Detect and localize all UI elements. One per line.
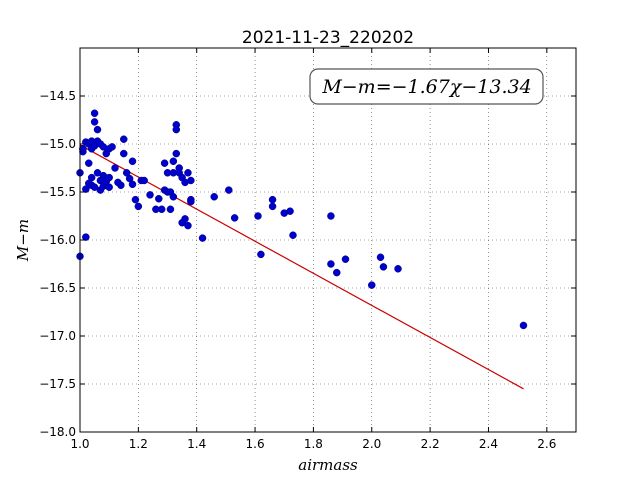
data-point xyxy=(254,212,262,220)
data-point xyxy=(169,157,178,166)
data-point xyxy=(117,181,125,190)
data-point xyxy=(166,205,175,214)
data-point xyxy=(289,231,297,239)
y-axis-label: M−m xyxy=(14,219,32,262)
data-point xyxy=(131,195,140,204)
data-point xyxy=(268,202,277,211)
scatter-points xyxy=(76,109,528,330)
data-point xyxy=(155,194,163,203)
data-point xyxy=(146,191,154,199)
data-point xyxy=(230,214,239,222)
y-tick-label: −17.0 xyxy=(39,329,76,343)
x-tick-label: 2.6 xyxy=(537,437,556,451)
x-axis-label: airmass xyxy=(298,456,358,474)
x-tick-label: 1.8 xyxy=(304,437,323,451)
data-point xyxy=(225,186,233,194)
fit-line-layer xyxy=(79,144,524,390)
data-point xyxy=(85,159,93,167)
data-point xyxy=(160,159,169,167)
data-point xyxy=(327,212,335,220)
y-tick-label: −16.5 xyxy=(39,281,76,295)
data-point xyxy=(111,164,119,172)
data-point xyxy=(198,234,207,242)
data-point xyxy=(79,145,87,153)
fit-equation-text: M−m=−1.67χ−13.34 xyxy=(321,76,531,98)
data-point xyxy=(140,176,148,185)
data-point xyxy=(90,118,99,126)
y-tick-label: −18.0 xyxy=(39,425,76,439)
data-point xyxy=(184,169,192,177)
chart-title: 2021-11-23_220202 xyxy=(242,28,414,48)
data-point xyxy=(379,263,388,271)
data-point xyxy=(82,233,90,241)
data-point xyxy=(90,109,99,118)
data-point xyxy=(105,183,113,191)
data-point xyxy=(128,157,137,166)
y-tick-label: −15.0 xyxy=(39,137,76,151)
data-point xyxy=(368,281,376,289)
data-point xyxy=(93,125,102,134)
data-point xyxy=(172,149,181,158)
fit-equation-box: M−m=−1.67χ−13.34 xyxy=(309,68,544,105)
x-tick-label: 2.0 xyxy=(362,437,381,451)
x-tick-label: 1.2 xyxy=(129,437,148,451)
data-point xyxy=(257,250,265,259)
data-point xyxy=(376,253,385,262)
x-tick-label: 1.6 xyxy=(246,437,265,451)
data-point xyxy=(187,197,195,206)
x-tick-label: 2.2 xyxy=(421,437,440,451)
data-point xyxy=(268,195,277,204)
data-point xyxy=(105,173,113,182)
data-point xyxy=(519,321,528,330)
axis-ticks: 1.0 1.2 1.4 1.6 1.8 2.0 2.2 2.4 2.6 −14.5 −15.0 −15… xyxy=(39,48,576,451)
annotation-box xyxy=(309,68,544,105)
data-point xyxy=(184,221,192,230)
x-tick-label: 1.0 xyxy=(70,437,89,451)
y-tick-label: −16.0 xyxy=(39,233,76,247)
y-tick-label: −15.5 xyxy=(39,185,76,199)
data-point xyxy=(341,255,350,263)
data-point xyxy=(169,193,178,201)
grid-lines xyxy=(79,48,576,433)
data-point xyxy=(172,125,181,134)
data-point xyxy=(394,265,402,273)
data-point xyxy=(128,180,137,189)
data-point xyxy=(120,135,128,143)
data-point xyxy=(187,176,195,185)
x-tick-label: 2.4 xyxy=(479,437,498,451)
data-point xyxy=(134,202,143,211)
data-point xyxy=(87,173,96,182)
x-tick-label: 1.4 xyxy=(187,437,206,451)
data-point xyxy=(157,205,166,214)
data-point xyxy=(333,268,341,277)
data-point xyxy=(108,143,116,151)
fit-line xyxy=(79,144,524,390)
data-point xyxy=(286,207,294,215)
data-point xyxy=(210,193,218,201)
y-tick-label: −17.5 xyxy=(39,377,76,391)
data-point xyxy=(181,215,189,223)
data-point xyxy=(120,149,128,158)
data-point xyxy=(327,260,335,268)
y-tick-label: −14.5 xyxy=(39,89,76,103)
